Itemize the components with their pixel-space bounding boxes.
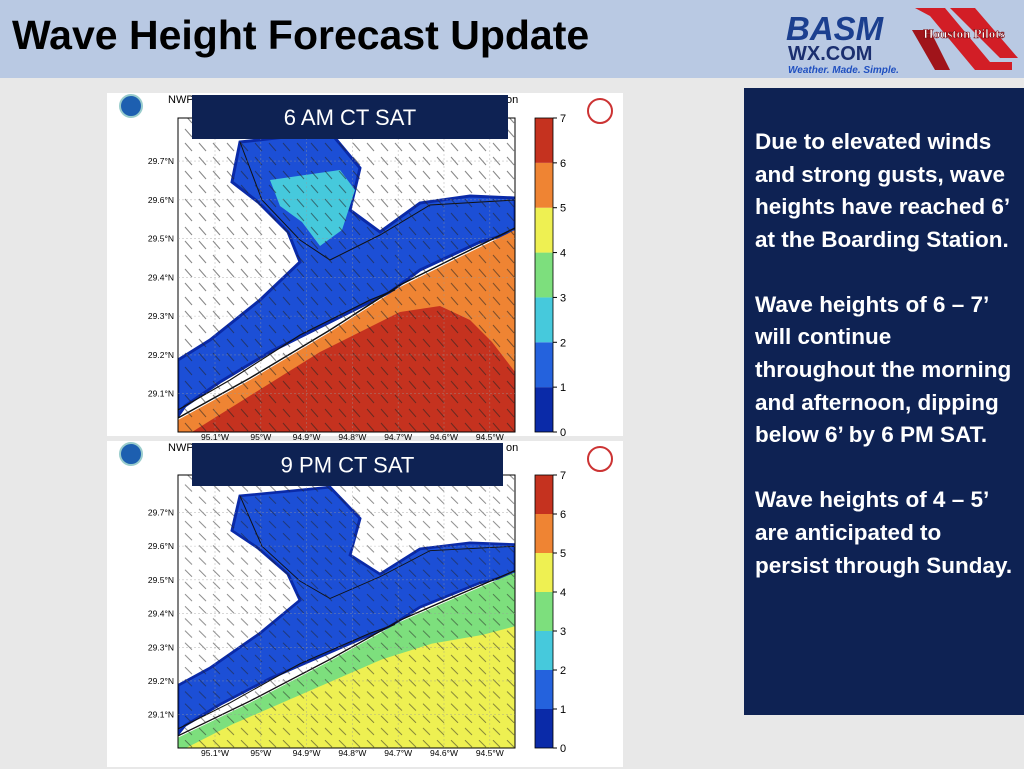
lat-label: 29.5°N <box>148 234 174 244</box>
lon-label: 95°W <box>250 748 271 758</box>
colorbar-segment <box>535 342 553 388</box>
lat-label: 29.7°N <box>148 507 174 517</box>
colorbar-segment <box>535 514 553 553</box>
colorbar-label: 2 <box>560 665 566 677</box>
logo-basm: BASM <box>786 10 885 47</box>
nws-logo <box>587 98 613 124</box>
colorbar-segment <box>535 387 553 432</box>
lon-label: 94.5°W <box>476 748 504 758</box>
paragraph: Wave heights of 6 – 7’ will continue thr… <box>755 291 1012 448</box>
logo-tagline: Weather. Made. Simple. <box>788 65 899 76</box>
lat-label: 29.2°N <box>148 350 174 360</box>
noaa-logo <box>119 442 143 466</box>
logo-pilots: Houston Pilots <box>923 26 1004 41</box>
colorbar-frame <box>534 117 554 433</box>
lat-label: 29.4°N <box>148 272 174 282</box>
time-label: 6 AM CT SAT <box>284 105 416 130</box>
colorbar-label: 7 <box>560 470 566 482</box>
colorbar-label: 0 <box>560 743 566 755</box>
paragraph: Wave heights of 4 – 5’ are anticipated t… <box>755 487 1013 578</box>
wind-arrows <box>178 475 515 748</box>
header-bar: Wave Height Forecast Update BASM WX.COM … <box>0 0 1024 78</box>
colorbar-segment <box>535 592 553 631</box>
lon-label: 94.8°W <box>338 748 366 758</box>
wind-arrows <box>178 118 515 432</box>
lon-label: 94.6°W <box>430 432 458 442</box>
lon-label: 94.7°W <box>384 432 412 442</box>
time-label-box <box>192 95 508 139</box>
colorbar-frame <box>534 474 554 749</box>
noaa-logo <box>119 94 143 118</box>
map-title-fragment: on <box>506 94 518 106</box>
pilots-mark <box>950 8 1018 58</box>
map-shapes <box>178 118 515 432</box>
lon-label: 94.9°W <box>293 432 321 442</box>
colorbar-label: 2 <box>560 337 566 349</box>
colorbar-label: 5 <box>560 548 566 560</box>
colorbar-label: 6 <box>560 509 566 521</box>
colorbar-label: 0 <box>560 427 566 439</box>
lon-label: 95°W <box>250 432 271 442</box>
colorbar-segment <box>535 162 553 208</box>
paragraph: Due to elevated winds and strong gusts, … <box>755 129 1009 252</box>
colorbar-label: 6 <box>560 158 566 170</box>
map-panel: NWP on 29.7°N 29.6°N 29.5°N 29.4°N 29.3°N 29.2°… <box>107 93 623 442</box>
colorbar-label: 4 <box>560 587 566 599</box>
lat-label: 29.6°N <box>148 195 174 205</box>
colorbar-segment <box>535 118 553 163</box>
colorbar-segment <box>535 207 553 253</box>
lat-label: 29.3°N <box>148 311 174 321</box>
colorbar-segment <box>535 670 553 709</box>
lat-label: 29.2°N <box>148 676 174 686</box>
map-title-fragment: NWP <box>168 442 194 454</box>
colorbar-label: 5 <box>560 203 566 215</box>
map-panels: NWP on 29.7°N 29.6°N 29.5°N 29.4°N 29.3°N 29.2°… <box>107 93 623 767</box>
colorbar-segment <box>535 553 553 592</box>
colorbar-label: 1 <box>560 704 566 716</box>
colorbar-label: 3 <box>560 626 566 638</box>
time-label: 9 PM CT SAT <box>281 453 415 478</box>
pilots-mark <box>912 30 950 70</box>
logo-site: WX.COM <box>788 43 872 65</box>
colorbar-label: 4 <box>560 248 566 260</box>
colorbar-segment <box>535 709 553 748</box>
colorbar-segment <box>535 475 553 514</box>
lat-label: 29.4°N <box>148 609 174 619</box>
time-label-box <box>192 443 503 486</box>
lon-label: 94.8°W <box>338 432 366 442</box>
lon-label: 94.7°W <box>384 748 412 758</box>
plot-area <box>178 118 515 432</box>
colorbar-segment <box>535 631 553 670</box>
colorbar-label: 3 <box>560 292 566 304</box>
colorbar-label: 7 <box>560 113 566 125</box>
lat-label: 29.1°N <box>148 710 174 720</box>
slide-title: Wave Height Forecast Update <box>12 12 590 58</box>
map-title-fragment: on <box>506 442 518 454</box>
lat-label: 29.3°N <box>148 642 174 652</box>
text-box: Due to elevated winds and strong gusts, … <box>744 88 1024 715</box>
lat-label: 29.6°N <box>148 541 174 551</box>
lon-label: 94.9°W <box>293 748 321 758</box>
lat-label: 29.7°N <box>148 156 174 166</box>
logos: BASM WX.COM Weather. Made. Simple. Houst… <box>786 8 1018 76</box>
pilots-mark <box>915 8 1012 70</box>
colorbar-segment <box>535 297 553 343</box>
lon-label: 95.1°W <box>201 432 229 442</box>
map-panel: NWP on 29.7°N 29.6°N 29.5°N 29.4°N 29.3°N 29.2°… <box>107 441 623 767</box>
plot-area <box>178 475 515 748</box>
colorbar-label: 1 <box>560 382 566 394</box>
lat-label: 29.5°N <box>148 575 174 585</box>
nws-logo <box>587 446 613 472</box>
map-shapes <box>178 475 515 748</box>
lon-label: 94.5°W <box>476 432 504 442</box>
colorbar-segment <box>535 252 553 298</box>
map-title-fragment: NWP <box>168 94 194 106</box>
lon-label: 94.6°W <box>430 748 458 758</box>
lon-label: 95.1°W <box>201 748 229 758</box>
lat-label: 29.1°N <box>148 389 174 399</box>
